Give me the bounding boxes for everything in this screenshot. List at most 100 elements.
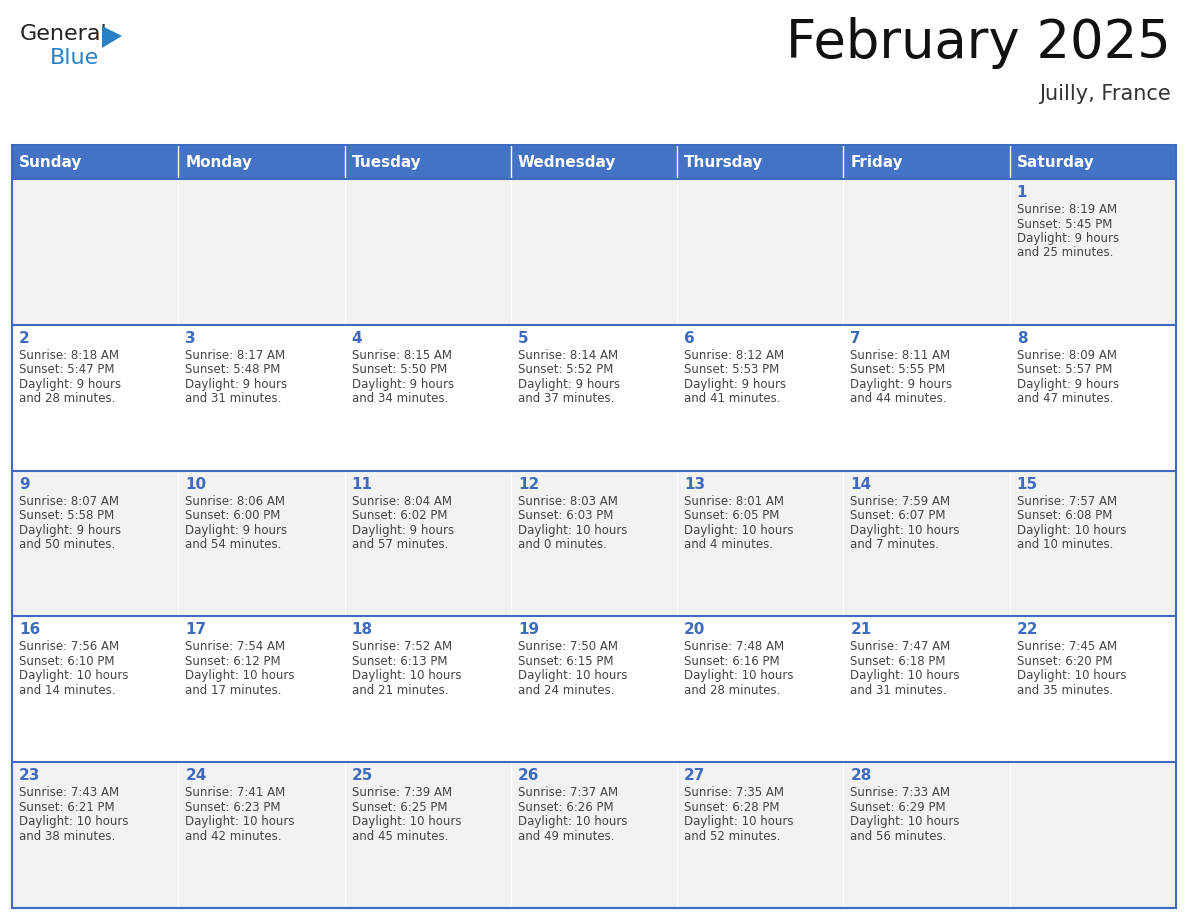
Text: 7: 7 bbox=[851, 330, 861, 346]
Text: Sunset: 6:23 PM: Sunset: 6:23 PM bbox=[185, 800, 280, 813]
Text: Saturday: Saturday bbox=[1017, 154, 1094, 170]
Text: Sunrise: 7:35 AM: Sunrise: 7:35 AM bbox=[684, 786, 784, 800]
Text: Daylight: 9 hours: Daylight: 9 hours bbox=[518, 378, 620, 391]
Text: Wednesday: Wednesday bbox=[518, 154, 617, 170]
Text: Sunrise: 7:59 AM: Sunrise: 7:59 AM bbox=[851, 495, 950, 508]
Text: Sunset: 5:50 PM: Sunset: 5:50 PM bbox=[352, 364, 447, 376]
Text: and 49 minutes.: and 49 minutes. bbox=[518, 830, 614, 843]
Text: Sunset: 6:28 PM: Sunset: 6:28 PM bbox=[684, 800, 779, 813]
Text: 4: 4 bbox=[352, 330, 362, 346]
Text: Sunrise: 8:12 AM: Sunrise: 8:12 AM bbox=[684, 349, 784, 362]
Text: 22: 22 bbox=[1017, 622, 1038, 637]
Text: Juilly, France: Juilly, France bbox=[1040, 84, 1171, 104]
Text: Sunset: 6:00 PM: Sunset: 6:00 PM bbox=[185, 509, 280, 522]
Text: and 4 minutes.: and 4 minutes. bbox=[684, 538, 773, 551]
Bar bbox=[1010, 145, 1176, 179]
Text: Thursday: Thursday bbox=[684, 154, 764, 170]
Text: and 28 minutes.: and 28 minutes. bbox=[684, 684, 781, 697]
Text: Sunset: 6:12 PM: Sunset: 6:12 PM bbox=[185, 655, 280, 668]
Text: Sunset: 5:48 PM: Sunset: 5:48 PM bbox=[185, 364, 280, 376]
Text: and 54 minutes.: and 54 minutes. bbox=[185, 538, 282, 551]
Text: Sunset: 6:25 PM: Sunset: 6:25 PM bbox=[352, 800, 447, 813]
Text: 16: 16 bbox=[19, 622, 40, 637]
Text: 28: 28 bbox=[851, 768, 872, 783]
Text: Sunrise: 7:43 AM: Sunrise: 7:43 AM bbox=[19, 786, 119, 800]
Text: 23: 23 bbox=[19, 768, 40, 783]
Text: 14: 14 bbox=[851, 476, 872, 492]
Text: Sunrise: 8:03 AM: Sunrise: 8:03 AM bbox=[518, 495, 618, 508]
Text: Sunset: 6:08 PM: Sunset: 6:08 PM bbox=[1017, 509, 1112, 522]
Text: Sunrise: 7:50 AM: Sunrise: 7:50 AM bbox=[518, 641, 618, 654]
Text: Sunset: 5:47 PM: Sunset: 5:47 PM bbox=[19, 364, 114, 376]
Text: Sunrise: 7:54 AM: Sunrise: 7:54 AM bbox=[185, 641, 285, 654]
Text: 8: 8 bbox=[1017, 330, 1028, 346]
Bar bbox=[178, 145, 345, 179]
Text: and 0 minutes.: and 0 minutes. bbox=[518, 538, 607, 551]
Text: Sunset: 6:26 PM: Sunset: 6:26 PM bbox=[518, 800, 613, 813]
Text: and 25 minutes.: and 25 minutes. bbox=[1017, 247, 1113, 260]
Text: Sunset: 6:05 PM: Sunset: 6:05 PM bbox=[684, 509, 779, 522]
Text: and 37 minutes.: and 37 minutes. bbox=[518, 392, 614, 406]
Bar bbox=[12, 616, 1176, 762]
Text: 3: 3 bbox=[185, 330, 196, 346]
Text: Sunrise: 7:57 AM: Sunrise: 7:57 AM bbox=[1017, 495, 1117, 508]
Text: Daylight: 9 hours: Daylight: 9 hours bbox=[684, 378, 786, 391]
Text: 19: 19 bbox=[518, 622, 539, 637]
Text: Sunset: 6:21 PM: Sunset: 6:21 PM bbox=[19, 800, 114, 813]
Text: Daylight: 10 hours: Daylight: 10 hours bbox=[851, 523, 960, 537]
Bar bbox=[12, 145, 1176, 908]
Text: Sunrise: 7:37 AM: Sunrise: 7:37 AM bbox=[518, 786, 618, 800]
Text: Daylight: 10 hours: Daylight: 10 hours bbox=[19, 669, 128, 682]
Bar bbox=[12, 325, 1176, 471]
Text: Sunrise: 7:41 AM: Sunrise: 7:41 AM bbox=[185, 786, 285, 800]
Bar bbox=[511, 145, 677, 179]
Text: 26: 26 bbox=[518, 768, 539, 783]
Bar bbox=[12, 762, 1176, 908]
Text: 15: 15 bbox=[1017, 476, 1038, 492]
Text: and 44 minutes.: and 44 minutes. bbox=[851, 392, 947, 406]
Text: Sunday: Sunday bbox=[19, 154, 82, 170]
Text: Sunrise: 7:52 AM: Sunrise: 7:52 AM bbox=[352, 641, 451, 654]
Text: Sunrise: 7:45 AM: Sunrise: 7:45 AM bbox=[1017, 641, 1117, 654]
Text: Sunset: 5:45 PM: Sunset: 5:45 PM bbox=[1017, 218, 1112, 230]
Text: and 47 minutes.: and 47 minutes. bbox=[1017, 392, 1113, 406]
Text: Sunrise: 8:07 AM: Sunrise: 8:07 AM bbox=[19, 495, 119, 508]
Text: and 21 minutes.: and 21 minutes. bbox=[352, 684, 448, 697]
Text: Daylight: 10 hours: Daylight: 10 hours bbox=[352, 669, 461, 682]
Text: Sunrise: 8:01 AM: Sunrise: 8:01 AM bbox=[684, 495, 784, 508]
Text: Daylight: 10 hours: Daylight: 10 hours bbox=[518, 815, 627, 828]
Text: Daylight: 9 hours: Daylight: 9 hours bbox=[851, 378, 953, 391]
Text: and 52 minutes.: and 52 minutes. bbox=[684, 830, 781, 843]
Text: and 34 minutes.: and 34 minutes. bbox=[352, 392, 448, 406]
Text: Sunrise: 8:14 AM: Sunrise: 8:14 AM bbox=[518, 349, 618, 362]
Text: Sunrise: 7:33 AM: Sunrise: 7:33 AM bbox=[851, 786, 950, 800]
Text: Sunset: 6:07 PM: Sunset: 6:07 PM bbox=[851, 509, 946, 522]
Text: 17: 17 bbox=[185, 622, 207, 637]
Text: Daylight: 9 hours: Daylight: 9 hours bbox=[352, 378, 454, 391]
Text: 5: 5 bbox=[518, 330, 529, 346]
Text: Tuesday: Tuesday bbox=[352, 154, 422, 170]
Text: Daylight: 9 hours: Daylight: 9 hours bbox=[19, 523, 121, 537]
Text: Sunrise: 7:56 AM: Sunrise: 7:56 AM bbox=[19, 641, 119, 654]
Text: and 38 minutes.: and 38 minutes. bbox=[19, 830, 115, 843]
Text: Daylight: 10 hours: Daylight: 10 hours bbox=[518, 523, 627, 537]
Text: Daylight: 10 hours: Daylight: 10 hours bbox=[19, 815, 128, 828]
Text: Blue: Blue bbox=[50, 48, 100, 68]
Bar bbox=[12, 145, 178, 179]
Text: Sunset: 6:20 PM: Sunset: 6:20 PM bbox=[1017, 655, 1112, 668]
Text: Daylight: 10 hours: Daylight: 10 hours bbox=[684, 669, 794, 682]
Text: Friday: Friday bbox=[851, 154, 903, 170]
Text: 2: 2 bbox=[19, 330, 30, 346]
Text: Sunrise: 7:47 AM: Sunrise: 7:47 AM bbox=[851, 641, 950, 654]
Text: Daylight: 9 hours: Daylight: 9 hours bbox=[185, 378, 287, 391]
Text: February 2025: February 2025 bbox=[786, 17, 1171, 69]
Text: 11: 11 bbox=[352, 476, 373, 492]
Text: Sunset: 5:53 PM: Sunset: 5:53 PM bbox=[684, 364, 779, 376]
Text: Sunset: 6:18 PM: Sunset: 6:18 PM bbox=[851, 655, 946, 668]
Text: and 31 minutes.: and 31 minutes. bbox=[851, 684, 947, 697]
Text: Sunset: 6:02 PM: Sunset: 6:02 PM bbox=[352, 509, 447, 522]
Text: Sunset: 6:16 PM: Sunset: 6:16 PM bbox=[684, 655, 779, 668]
Text: and 31 minutes.: and 31 minutes. bbox=[185, 392, 282, 406]
Text: Monday: Monday bbox=[185, 154, 252, 170]
Text: Daylight: 9 hours: Daylight: 9 hours bbox=[352, 523, 454, 537]
